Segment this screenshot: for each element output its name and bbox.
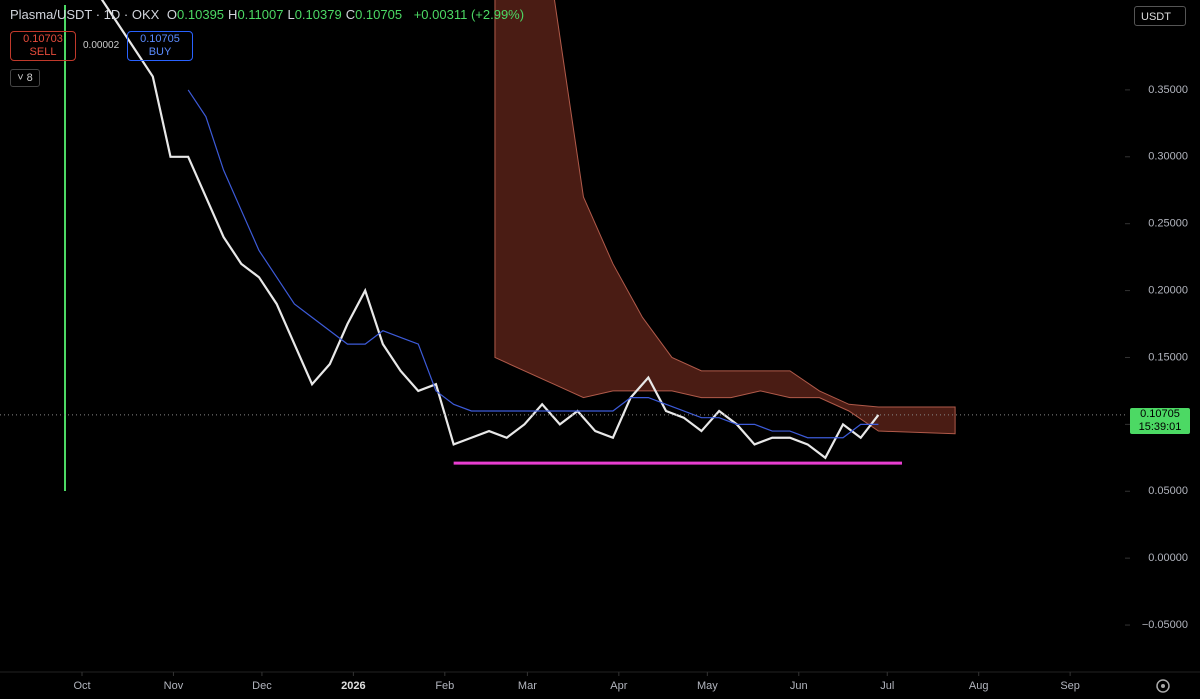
sell-price: 0.10703 [23, 33, 63, 45]
x-tick-label: Aug [969, 680, 989, 692]
ohlc-value: 0.10379 [294, 7, 342, 22]
ohlc-key: C [345, 7, 356, 22]
x-tick-label: Sep [1060, 680, 1080, 692]
currency-select[interactable]: USDT [1134, 6, 1186, 26]
y-tick-label: 0.00000 [1148, 552, 1188, 564]
settings-icon[interactable] [1156, 679, 1170, 693]
y-tick-label: 0.05000 [1148, 485, 1188, 497]
ichimoku-cloud [494, 0, 956, 435]
y-tick-label: 0.20000 [1148, 284, 1188, 296]
x-tick-label: Oct [73, 680, 90, 692]
y-tick-label: 0.15000 [1148, 351, 1188, 363]
ohlc-value: 0.10395 [177, 7, 225, 22]
y-tick-label: −0.05000 [1142, 619, 1188, 631]
indicator-count: 8 [26, 72, 33, 84]
buy-label: BUY [148, 46, 172, 58]
x-tick-label: Nov [164, 680, 184, 692]
price-line [100, 0, 880, 460]
ohlc-value: 0.11007 [237, 7, 284, 22]
x-tick-label: Jul [880, 680, 894, 692]
sell-button[interactable]: 0.10703 SELL [10, 31, 76, 61]
last-price-tag: 0.10705 15:39:01 [1130, 407, 1190, 434]
header: Plasma/USDT · 1D · OKX O0.10395 H0.11007 L… [10, 7, 528, 22]
change: +0.00311 (+2.99%) [413, 7, 525, 22]
spread: 0.00002 [83, 40, 120, 51]
plot-area [100, 0, 956, 465]
y-tick-label: 0.25000 [1148, 218, 1188, 230]
x-tick-label: 2026 [341, 680, 365, 692]
x-tick-label: Dec [252, 680, 272, 692]
buy-button[interactable]: 0.10705 BUY [127, 31, 193, 61]
ohlc: O0.10395 H0.11007 L0.10379 C0.10705 [167, 7, 406, 22]
x-tick-label: Feb [435, 680, 454, 692]
ohlc-key: O [166, 7, 178, 22]
x-tick-label: Jun [790, 680, 808, 692]
x-tick-label: Apr [610, 680, 627, 692]
y-tick-label: 0.30000 [1148, 151, 1188, 163]
ohlc-key: L [287, 7, 295, 22]
symbol-title: Plasma/USDT · 1D · OKX [10, 7, 160, 22]
last-price: 0.10705 [1140, 407, 1180, 420]
indicator-toggle[interactable]: ˅ 8 [10, 69, 40, 87]
ohlc-value: 0.10705 [355, 7, 403, 22]
x-tick-label: Mar [518, 680, 537, 692]
x-tick-label: May [697, 680, 718, 692]
price-line [187, 89, 879, 439]
y-tick-label: 0.35000 [1148, 84, 1188, 96]
countdown: 15:39:01 [1138, 420, 1182, 433]
buy-price: 0.10705 [140, 33, 180, 45]
sell-label: SELL [29, 46, 57, 58]
ohlc-key: H [228, 7, 238, 22]
